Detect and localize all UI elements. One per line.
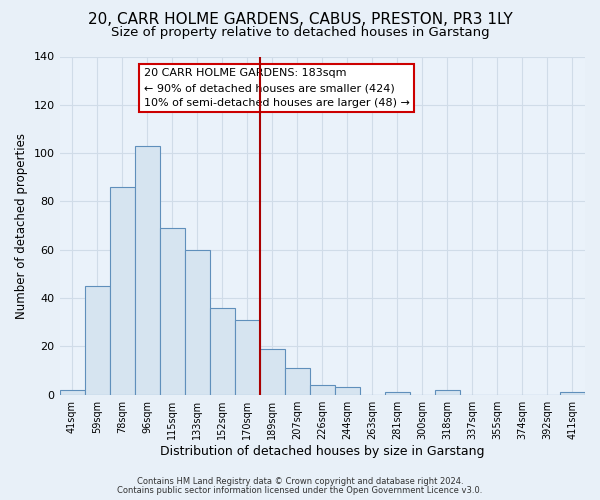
Text: Size of property relative to detached houses in Garstang: Size of property relative to detached ho… (110, 26, 490, 39)
Y-axis label: Number of detached properties: Number of detached properties (15, 132, 28, 318)
Bar (110, 187, 134, 394)
Bar (310, 385, 335, 394)
Bar (385, 392, 410, 394)
Bar (560, 392, 585, 394)
Text: 20 CARR HOLME GARDENS: 183sqm
← 90% of detached houses are smaller (424)
10% of : 20 CARR HOLME GARDENS: 183sqm ← 90% of d… (143, 68, 409, 108)
Text: 20, CARR HOLME GARDENS, CABUS, PRESTON, PR3 1LY: 20, CARR HOLME GARDENS, CABUS, PRESTON, … (88, 12, 512, 28)
Text: Contains HM Land Registry data © Crown copyright and database right 2024.: Contains HM Land Registry data © Crown c… (137, 477, 463, 486)
Text: Contains public sector information licensed under the Open Government Licence v3: Contains public sector information licen… (118, 486, 482, 495)
Bar (85, 286, 110, 395)
Bar (59, 390, 85, 394)
Bar (335, 388, 360, 394)
Bar (285, 368, 310, 394)
Bar (160, 228, 185, 394)
Bar (209, 308, 235, 394)
Bar (185, 250, 209, 394)
Bar (435, 390, 460, 394)
Bar (235, 320, 260, 394)
Bar (134, 146, 160, 394)
X-axis label: Distribution of detached houses by size in Garstang: Distribution of detached houses by size … (160, 444, 485, 458)
Bar (260, 349, 285, 395)
